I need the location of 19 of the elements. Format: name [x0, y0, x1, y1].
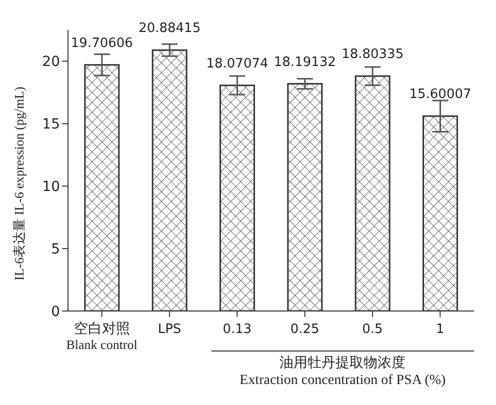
data-label: 18.19132 — [274, 54, 336, 70]
data-label: 18.80335 — [342, 47, 404, 62]
x-axis-title: 油用牡丹提取物浓度 Extraction concentration of PSA (%) — [240, 355, 446, 388]
x-tick-label: 0.25 — [290, 322, 320, 337]
y-tick-label: 15 — [42, 116, 60, 133]
data-label: 18.07074 — [206, 56, 268, 72]
y-tick-label: 0 — [51, 304, 60, 320]
x-tick-label: 0.5 — [362, 322, 383, 337]
y-tick-label: 20 — [42, 54, 60, 70]
x-tick-label: 0.13 — [222, 322, 252, 337]
x-tick-label: 空白对照 Blank control — [66, 321, 138, 352]
data-label: 20.88415 — [138, 21, 201, 36]
y-tick-label: 10 — [42, 179, 60, 196]
y-tick-label: 5 — [51, 242, 60, 258]
x-tick-label: 1 — [436, 322, 444, 337]
data-label: 19.70606 — [70, 36, 133, 51]
x-tick-label: LPS — [158, 322, 182, 337]
y-axis-title: IL-6表达量 IL-6 expression (pg/mL) — [12, 86, 27, 280]
data-label: 15.60007 — [409, 87, 472, 102]
